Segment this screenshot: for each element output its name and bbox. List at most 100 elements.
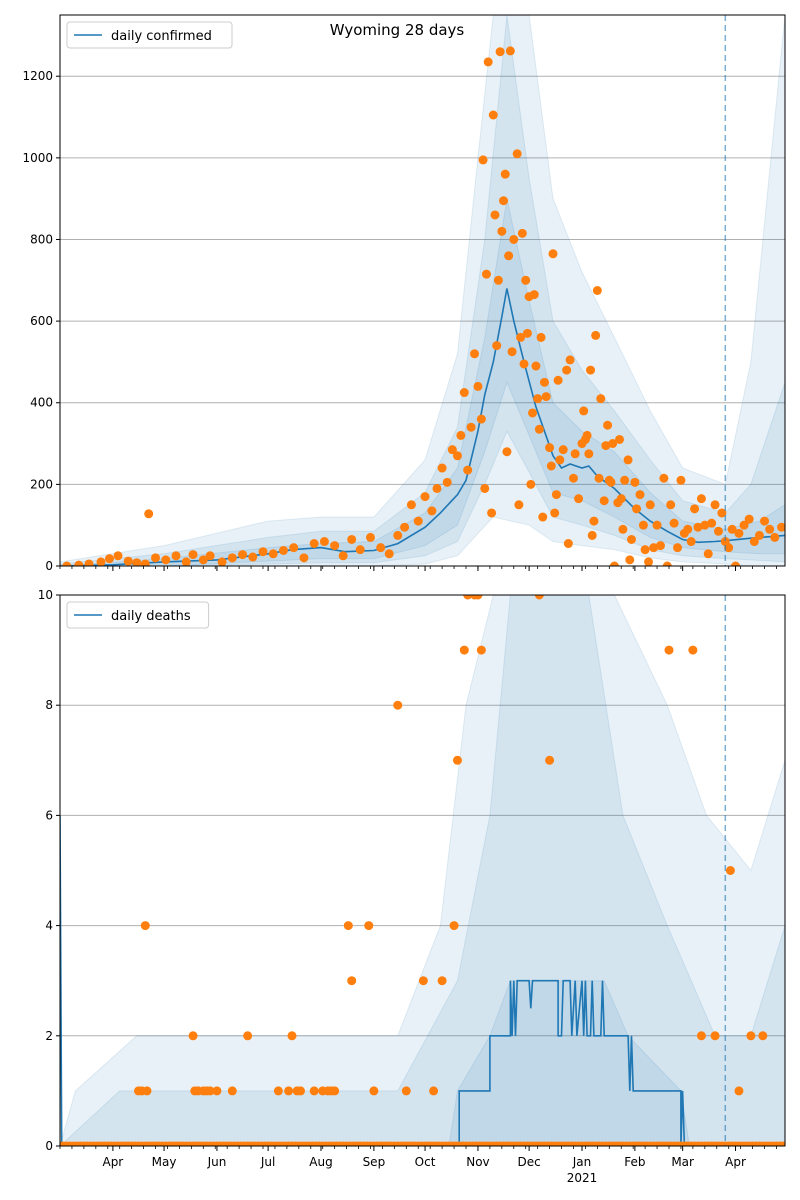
deaths-point <box>227 1086 237 1096</box>
confirmed-point <box>618 524 628 534</box>
confirmed-point <box>338 551 348 561</box>
confirmed-point <box>630 477 640 487</box>
confirmed-point <box>727 524 737 534</box>
confirmed-point <box>330 541 340 551</box>
deaths-xtick-label: Mar <box>671 1155 694 1169</box>
confirmed-point <box>299 553 309 563</box>
confirmed-ytick-label: 200 <box>30 477 53 491</box>
confirmed-point <box>516 332 526 342</box>
confirmed-point <box>579 406 589 416</box>
confirmed-point <box>632 504 642 514</box>
deaths-point <box>273 1086 283 1096</box>
confirmed-point <box>144 509 154 519</box>
deaths-point <box>205 1086 215 1096</box>
confirmed-point <box>526 479 536 489</box>
confirmed-point <box>258 547 268 557</box>
confirmed-point <box>493 275 503 285</box>
confirmed-point <box>623 455 633 465</box>
confirmed-point <box>104 554 114 564</box>
deaths-xtick-label: Oct <box>415 1155 436 1169</box>
confirmed-point <box>505 46 515 56</box>
confirmed-ytick-label: 400 <box>30 396 53 410</box>
confirmed-point <box>531 361 541 371</box>
confirmed-point <box>686 537 696 547</box>
confirmed-point <box>84 559 94 566</box>
deaths-ytick-label: 6 <box>45 808 53 822</box>
confirmed-legend: daily confirmed <box>66 21 233 49</box>
confirmed-legend-label: daily confirmed <box>111 29 212 44</box>
deaths-point <box>284 1086 294 1096</box>
confirmed-chart-title: Wyoming 28 days <box>330 21 465 39</box>
confirmed-point <box>553 375 563 385</box>
confirmed-point <box>447 445 457 455</box>
confirmed-point <box>278 545 288 555</box>
confirmed-point <box>563 539 573 549</box>
deaths-point <box>296 1086 306 1096</box>
confirmed-point <box>739 520 749 530</box>
deaths-point <box>746 1031 756 1041</box>
confirmed-point <box>606 477 616 487</box>
confirmed-point <box>504 251 514 261</box>
deaths-point <box>429 1086 439 1096</box>
confirmed-point <box>710 500 720 510</box>
confirmed-chart: 0 200 400 600 800 1000 1200 Wyoming 28 days dail… <box>22 14 786 573</box>
confirmed-point <box>400 522 410 532</box>
deaths-xtick-year-label: 2021 <box>567 1171 598 1185</box>
confirmed-point <box>589 516 599 526</box>
confirmed-point <box>568 473 578 483</box>
confirmed-point <box>497 226 507 236</box>
confirmed-point <box>546 461 556 471</box>
confirmed-point <box>413 516 423 526</box>
confirmed-point <box>545 443 555 453</box>
confirmed-point <box>512 149 522 159</box>
deaths-point <box>452 755 462 765</box>
confirmed-point <box>666 500 676 510</box>
confirmed-point <box>551 490 561 500</box>
confirmed-ytick-label: 1000 <box>22 151 53 165</box>
confirmed-point <box>384 549 394 559</box>
deaths-legend-label: daily deaths <box>111 609 191 624</box>
confirmed-point <box>550 508 560 518</box>
confirmed-ytick-label: 600 <box>30 314 53 328</box>
deaths-point <box>142 1086 152 1096</box>
deaths-ytick-label: 4 <box>45 919 53 933</box>
confirmed-point <box>616 494 626 504</box>
deaths-point <box>473 595 483 600</box>
deaths-point <box>696 1031 706 1041</box>
deaths-ytick-label: 8 <box>45 698 53 712</box>
confirmed-point <box>620 475 630 485</box>
confirmed-point <box>437 463 447 473</box>
confirmed-legend-box <box>66 21 233 49</box>
confirmed-point <box>587 530 597 540</box>
confirmed-ytick-label: 800 <box>30 232 53 246</box>
confirmed-point <box>700 520 710 530</box>
confirmed-point <box>760 516 770 526</box>
confirmed-point <box>603 420 613 430</box>
confirmed-point <box>558 445 568 455</box>
confirmed-point <box>529 290 539 300</box>
deaths-xtick-label: Aug <box>309 1155 332 1169</box>
confirmed-point <box>601 441 611 451</box>
confirmed-point <box>514 500 524 510</box>
confirmed-point <box>470 349 480 359</box>
deaths-point <box>347 976 357 986</box>
confirmed-point <box>500 169 510 179</box>
confirmed-point <box>198 555 208 565</box>
deaths-point <box>664 645 674 655</box>
deaths-xtick-label: Feb <box>624 1155 645 1169</box>
confirmed-point <box>586 365 596 375</box>
confirmed-point <box>481 269 491 279</box>
confirmed-point <box>703 549 713 559</box>
confirmed-point <box>584 449 594 459</box>
confirmed-point <box>765 524 775 534</box>
confirmed-point <box>420 492 430 502</box>
confirmed-point <box>659 473 669 483</box>
deaths-ytick-label: 0 <box>45 1139 53 1153</box>
confirmed-point <box>188 550 198 560</box>
confirmed-point <box>724 543 734 553</box>
deaths-chart: 0 2 4 6 8 10 Apr May Jun Jul Aug Sep Oct Nov Dec Jan Feb… <box>38 588 786 1185</box>
confirmed-point <box>596 394 606 404</box>
confirmed-point <box>528 408 538 418</box>
confirmed-point <box>459 388 469 398</box>
confirmed-point <box>707 518 717 528</box>
